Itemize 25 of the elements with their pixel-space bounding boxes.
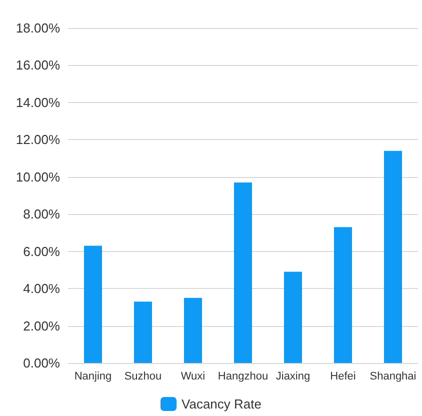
bar	[84, 246, 102, 363]
y-tick-label: 18.00%	[16, 20, 60, 36]
x-tick-label: Hangzhou	[218, 370, 268, 382]
y-tick-label: 6.00%	[23, 244, 60, 259]
y-tick-label: 0.00%	[23, 356, 60, 370]
bar	[134, 302, 152, 363]
x-tick-label: Hefei	[330, 370, 356, 382]
x-tick-label: Shanghai	[370, 370, 416, 382]
y-tick-label: 4.00%	[23, 281, 60, 296]
legend-label: Vacancy Rate	[182, 396, 262, 412]
y-tick-label: 14.00%	[16, 94, 60, 110]
x-tick-label: Wuxi	[180, 370, 206, 382]
bar	[284, 272, 302, 363]
y-tick-label: 8.00%	[23, 206, 60, 222]
x-tick-label: Jiaxing	[276, 370, 310, 382]
y-tick-label: 12.00%	[16, 132, 60, 148]
y-tick-label: 2.00%	[23, 318, 60, 334]
bar	[334, 227, 352, 363]
bar	[184, 298, 202, 363]
bar	[234, 182, 252, 363]
y-tick-label: 16.00%	[16, 58, 60, 73]
x-tick-label: Suzhou	[124, 370, 162, 382]
y-tick-label: 10.00%	[16, 169, 60, 184]
bar	[384, 150, 402, 363]
x-tick-label: Nanjing	[74, 370, 112, 382]
